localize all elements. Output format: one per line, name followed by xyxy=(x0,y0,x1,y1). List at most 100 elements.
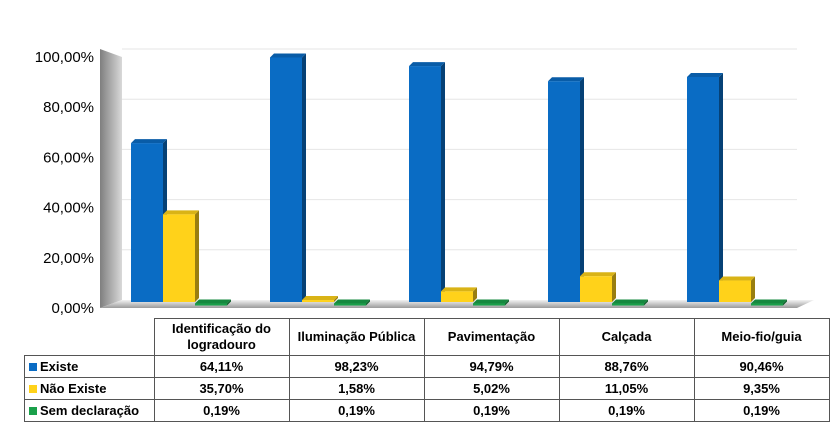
legend-key-icon xyxy=(29,385,37,393)
value-cell: 94,79% xyxy=(423,355,560,378)
table-row: Sem declaração 0,19% 0,19% 0,19% 0,19% 0,19% xyxy=(24,399,830,422)
bar-side xyxy=(783,299,787,306)
bar-sem-declara-o-3 xyxy=(473,299,509,306)
bar-top xyxy=(751,299,787,304)
bar-side xyxy=(227,299,231,306)
y-tick-label: 60,00% xyxy=(43,149,94,166)
bar-n-o-existe-1 xyxy=(163,210,199,302)
bar-front xyxy=(163,214,195,302)
value-cell: 0,19% xyxy=(288,399,425,422)
bar-existe-4 xyxy=(548,77,584,302)
category-header: Meio-fio/guia xyxy=(693,318,830,356)
bar-top xyxy=(612,299,648,304)
bar-top xyxy=(687,72,723,77)
data-table: Identificação do logradouro Iluminação Pú… xyxy=(24,318,830,422)
bar-top xyxy=(334,299,370,304)
bar-existe-1 xyxy=(131,139,167,302)
bar-existe-5 xyxy=(687,72,723,302)
bar-side xyxy=(473,287,477,302)
gridlines xyxy=(122,48,797,251)
bar-top xyxy=(163,210,199,215)
series-label: Não Existe xyxy=(24,377,155,400)
chart-side-wall xyxy=(100,49,122,308)
bar-side xyxy=(195,210,199,302)
series-name: Sem declaração xyxy=(40,403,140,418)
bar-sem-declara-o-5 xyxy=(751,299,787,306)
bar-front xyxy=(473,303,505,306)
category-header: Calçada xyxy=(558,318,695,356)
y-tick-label: 20,00% xyxy=(43,250,94,267)
bar-top xyxy=(195,299,231,304)
bar-front xyxy=(548,81,580,302)
bar-front xyxy=(687,76,719,302)
series-label: Existe xyxy=(24,355,155,378)
bar-n-o-existe-5 xyxy=(719,276,755,302)
y-axis: 0,00% 20,00% 40,00% 60,00% 80,00% 100,00% xyxy=(35,49,94,317)
bar-sem-declara-o-2 xyxy=(334,299,370,306)
value-cell: 0,19% xyxy=(153,399,290,422)
value-cell: 64,11% xyxy=(153,355,290,378)
bar-n-o-existe-2 xyxy=(302,296,338,303)
value-cell: 0,19% xyxy=(558,399,695,422)
bar-side xyxy=(366,299,370,306)
bar-side xyxy=(719,72,723,302)
bar-front xyxy=(195,303,227,306)
table-row: Não Existe 35,70% 1,58% 5,02% 11,05% 9,35% xyxy=(24,377,830,400)
y-tick-label: 40,00% xyxy=(43,200,94,217)
bar-side xyxy=(505,299,509,306)
value-cell: 35,70% xyxy=(153,377,290,400)
bar-front xyxy=(334,303,366,306)
bar-top xyxy=(441,287,477,292)
bar-top xyxy=(473,299,509,304)
table-header-row: Identificação do logradouro Iluminação Pú… xyxy=(25,318,830,356)
value-cell: 11,05% xyxy=(558,377,695,400)
bar-n-o-existe-4 xyxy=(580,272,616,302)
table-row: Existe 64,11% 98,23% 94,79% 88,76% 90,46% xyxy=(24,355,830,378)
value-cell: 9,35% xyxy=(693,377,830,400)
bar-n-o-existe-3 xyxy=(441,287,477,302)
y-tick-label: 100,00% xyxy=(35,49,94,66)
bar-front xyxy=(409,66,441,302)
bar-front xyxy=(612,303,644,306)
value-cell: 98,23% xyxy=(288,355,425,378)
bar-side xyxy=(612,272,616,302)
bar-front xyxy=(131,143,163,302)
bar-front xyxy=(270,57,302,302)
table-corner xyxy=(25,319,155,356)
bar-side xyxy=(302,53,306,302)
bar-top xyxy=(548,77,584,82)
bar-front xyxy=(302,300,334,303)
bar-side xyxy=(751,276,755,302)
bar-existe-3 xyxy=(409,62,445,302)
category-header: Iluminação Pública xyxy=(288,318,425,356)
legend-key-icon xyxy=(29,407,37,415)
bar-sem-declara-o-4 xyxy=(612,299,648,306)
value-cell: 1,58% xyxy=(288,377,425,400)
bar-front xyxy=(580,276,612,302)
legend-key-icon xyxy=(29,363,37,371)
bar-top xyxy=(270,53,306,58)
value-cell: 0,19% xyxy=(423,399,560,422)
series-name: Não Existe xyxy=(40,381,107,396)
bar-side xyxy=(580,77,584,302)
bar-side xyxy=(334,296,338,303)
bar-top xyxy=(302,296,338,301)
bar-front xyxy=(751,303,783,306)
bar-side xyxy=(441,62,445,302)
bar-top xyxy=(580,272,616,277)
y-tick-label: 0,00% xyxy=(51,300,94,317)
bar-front xyxy=(719,280,751,302)
bar-front xyxy=(441,291,473,302)
series-name: Existe xyxy=(40,359,79,374)
bar-top xyxy=(719,276,755,281)
bar-existe-2 xyxy=(270,53,306,302)
y-tick-label: 80,00% xyxy=(43,99,94,116)
value-cell: 5,02% xyxy=(423,377,560,400)
bar-sem-declara-o-1 xyxy=(195,299,231,306)
value-cell: 0,19% xyxy=(693,399,830,422)
series-label: Sem declaração xyxy=(24,399,155,422)
bar-top xyxy=(409,62,445,67)
value-cell: 88,76% xyxy=(558,355,695,378)
bars xyxy=(131,53,787,306)
bar-top xyxy=(131,139,167,144)
